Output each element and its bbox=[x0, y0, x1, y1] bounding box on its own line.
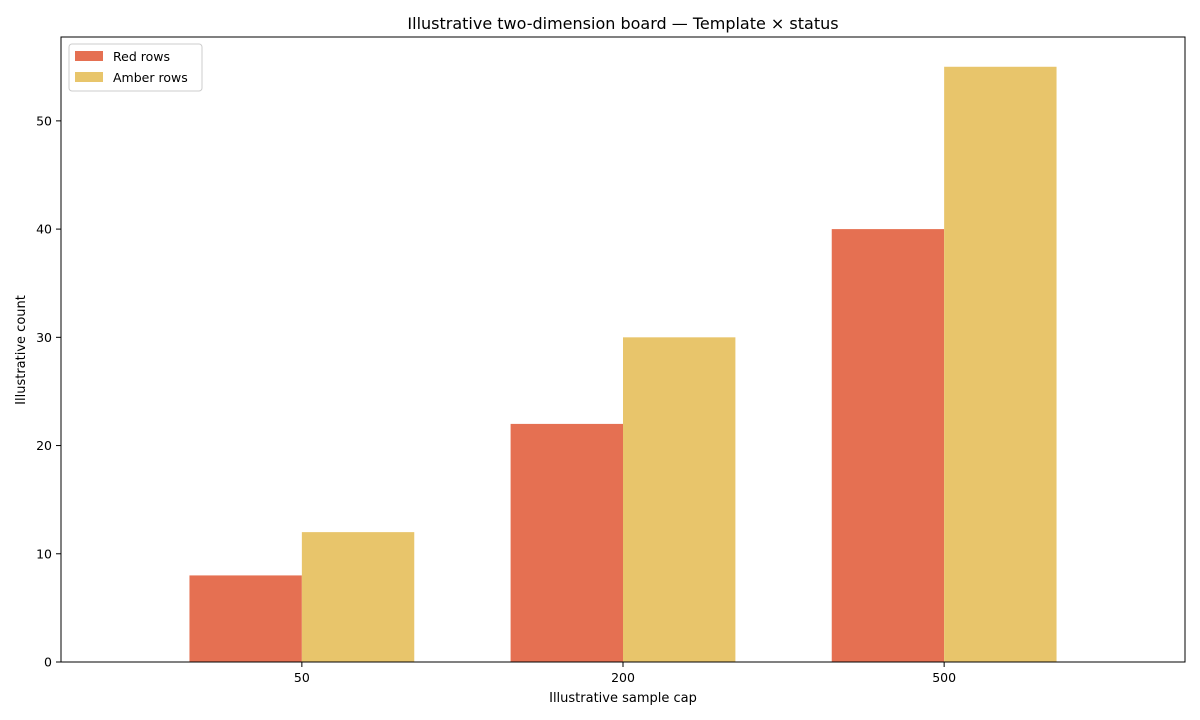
y-tick-label: 40 bbox=[36, 222, 52, 237]
legend-label-red-rows: Red rows bbox=[113, 49, 170, 64]
legend-label-amber-rows: Amber rows bbox=[113, 70, 188, 85]
bar-red-rows-50 bbox=[189, 575, 302, 662]
legend-swatch-amber-rows bbox=[75, 72, 103, 82]
bar-amber-rows-200 bbox=[623, 337, 736, 662]
y-tick-label: 10 bbox=[36, 546, 52, 561]
chart-title: Illustrative two-dimension board — Templ… bbox=[407, 14, 838, 33]
x-tick-label: 500 bbox=[932, 670, 956, 685]
y-tick-label: 20 bbox=[36, 438, 52, 453]
x-tick-label: 200 bbox=[611, 670, 635, 685]
bar-amber-rows-50 bbox=[301, 532, 415, 662]
bar-red-rows-200 bbox=[510, 423, 623, 662]
legend-swatch-red-rows bbox=[75, 51, 103, 61]
y-tick-label: 0 bbox=[44, 655, 52, 670]
plot-frame bbox=[60, 36, 1186, 663]
y-tick-label: 30 bbox=[36, 330, 52, 345]
y-axis-ticks: 0 10 20 30 40 50 bbox=[36, 113, 61, 670]
bars-layer bbox=[189, 66, 1057, 663]
x-axis-ticks: 50 200 500 bbox=[294, 662, 956, 685]
bar-amber-rows-500 bbox=[944, 66, 1057, 662]
x-axis-label: Illustrative sample cap bbox=[549, 691, 697, 706]
y-tick-label: 50 bbox=[36, 113, 52, 128]
x-tick-label: 50 bbox=[294, 670, 310, 685]
bar-red-rows-500 bbox=[831, 229, 945, 663]
y-axis-label: Illustrative count bbox=[14, 295, 29, 405]
legend: Red rows Amber rows bbox=[68, 43, 203, 92]
